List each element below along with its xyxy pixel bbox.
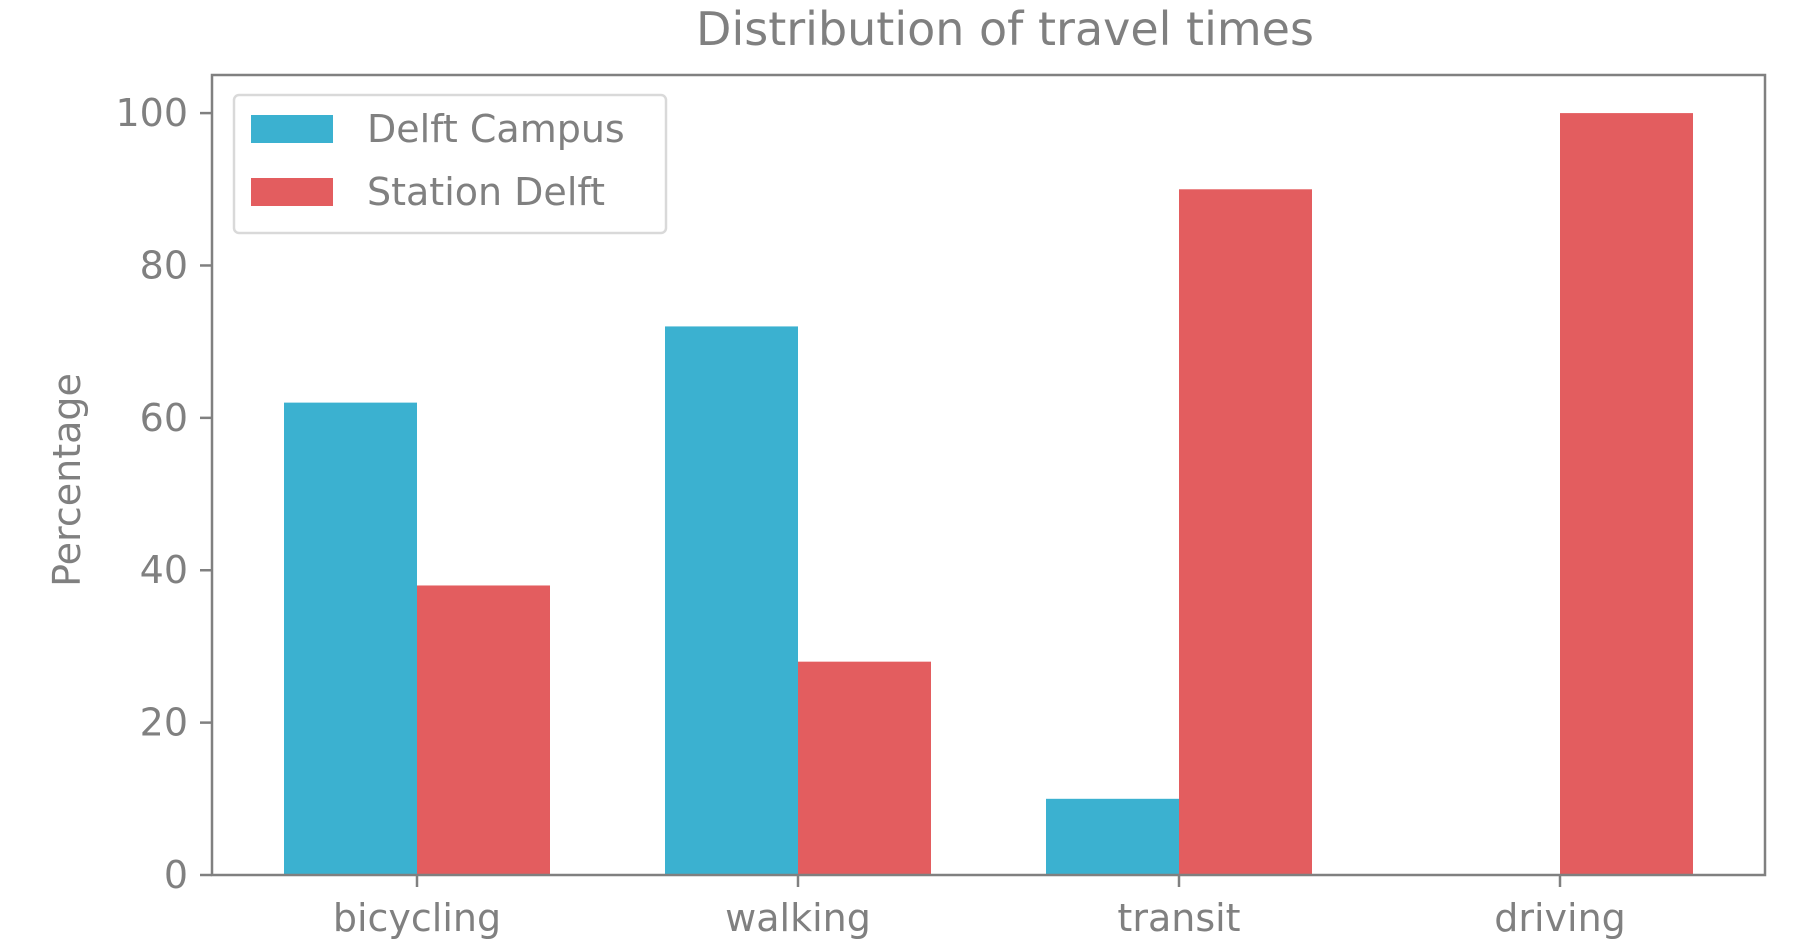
legend-swatch-station-delft <box>251 178 333 206</box>
bar-station-delft-driving <box>1560 113 1693 876</box>
bar-delft-campus-walking <box>665 326 798 875</box>
x-tick-label-driving: driving <box>1494 896 1626 940</box>
x-tick-label-walking: walking <box>725 896 871 940</box>
legend: Delft Campus Station Delft <box>232 93 668 235</box>
x-tick-label-transit: transit <box>1117 896 1240 940</box>
y-tick-label: 40 <box>140 548 188 592</box>
bar-delft-campus-bicycling <box>284 402 417 875</box>
legend-label-station-delft: Station Delft <box>367 170 605 214</box>
plot-frame <box>210 73 1767 877</box>
y-axis-label: Percentage <box>45 373 89 587</box>
bars-layer <box>284 113 1693 876</box>
y-tick-label: 80 <box>140 243 188 287</box>
y-tick-label: 100 <box>115 91 188 135</box>
bar-station-delft-bicycling <box>417 585 550 875</box>
legend-swatch-delft-campus <box>251 115 333 143</box>
bar-station-delft-walking <box>798 661 931 875</box>
y-tick-label: 60 <box>140 396 188 440</box>
y-tick-label: 20 <box>140 701 188 745</box>
axes-layer: 0 20 40 60 80 100 bicycling walking transit drivi… <box>115 73 1767 940</box>
x-tick-label-bicycling: bicycling <box>333 896 501 940</box>
legend-label-delft-campus: Delft Campus <box>367 107 625 151</box>
legend-box <box>232 93 668 235</box>
y-tick-label: 0 <box>164 853 188 897</box>
bar-delft-campus-transit <box>1046 798 1179 875</box>
bar-station-delft-transit <box>1179 189 1312 876</box>
chart-title: Distribution of travel times <box>696 2 1314 56</box>
